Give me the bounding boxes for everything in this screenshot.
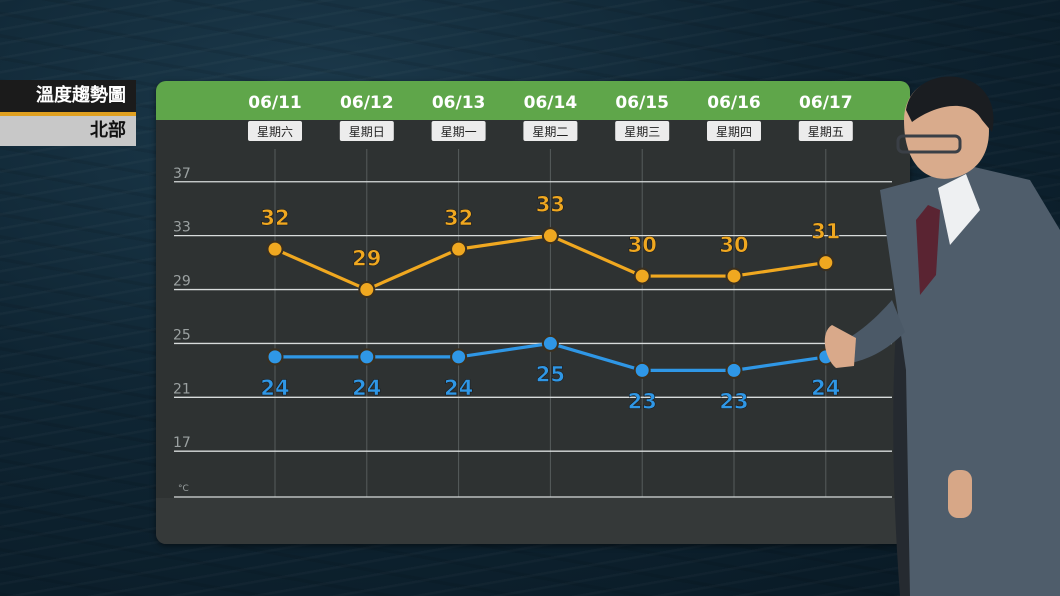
high-temp-value: 29	[352, 247, 381, 271]
date-header-bar	[156, 81, 910, 120]
date-label: 06/14	[524, 93, 578, 113]
weekday-label: 星期六	[257, 125, 293, 139]
y-tick-label: 29	[173, 274, 191, 290]
high-temp-point	[725, 267, 743, 285]
low-temp-point	[633, 361, 651, 379]
date-label: 06/17	[799, 93, 853, 113]
low-temp-value: 24	[444, 376, 473, 400]
date-label: 06/13	[432, 93, 486, 113]
unit-label: °C	[178, 484, 189, 494]
high-temp-value: 30	[719, 233, 748, 257]
weekday-badge	[798, 121, 853, 141]
low-temp-value: 24	[811, 376, 840, 400]
date-label: 06/11	[248, 93, 302, 113]
weekday-label: 星期五	[808, 125, 844, 139]
low-temp-point	[725, 361, 743, 379]
weekday-badge	[431, 121, 486, 141]
low-temp-point	[266, 348, 284, 366]
high-temp-value: 30	[628, 233, 657, 257]
high-temp-point	[633, 267, 651, 285]
y-tick-label: 33	[173, 220, 191, 236]
date-label: 06/15	[615, 93, 669, 113]
low-temp-value: 24	[260, 376, 289, 400]
low-temp-value: 23	[628, 389, 657, 413]
weekday-label: 星期四	[716, 125, 752, 139]
high-temp-point	[450, 240, 468, 258]
weekday-badge	[615, 121, 670, 141]
title-accent-bar	[0, 112, 136, 116]
weekday-badge	[248, 121, 302, 141]
high-temp-point	[358, 281, 376, 299]
date-label: 06/12	[340, 93, 394, 113]
low-temp-value: 25	[536, 362, 565, 386]
series-layer: 32 29 32 33 30 30 31 24 24 24 25 23 23 24	[260, 192, 841, 413]
y-tick-label: 37	[173, 166, 191, 182]
high-temp-point	[266, 240, 284, 258]
low-temp-value: 23	[719, 389, 748, 413]
chart-title-label: 溫度趨勢圖	[0, 80, 136, 112]
low-temp-value: 24	[352, 376, 381, 400]
weekday-label: 星期三	[624, 125, 660, 139]
y-tick-label: 17	[173, 435, 191, 451]
chart-footer-band	[156, 498, 910, 544]
weekday-label: 星期一	[441, 125, 477, 139]
header-layer: 06/11 星期六 06/12 星期日 06/13 星期一 06/14 星期二 06/15 星期三…	[248, 93, 853, 141]
weekday-badge	[707, 121, 761, 141]
high-temp-value: 31	[811, 220, 840, 244]
weekday-label: 星期日	[349, 125, 385, 139]
high-temp-value: 32	[260, 206, 289, 230]
date-label: 06/16	[707, 93, 761, 113]
region-label: 北部	[0, 116, 136, 146]
high-temp-value: 33	[536, 193, 565, 217]
presenter-figure	[824, 76, 1060, 596]
low-temp-point	[450, 348, 468, 366]
low-temp-point	[541, 334, 559, 352]
y-tick-label: 25	[173, 327, 191, 343]
weekday-label: 星期二	[532, 125, 568, 139]
grid-layer: 37 33 29 25 21 17	[173, 149, 892, 498]
weekday-badge	[523, 121, 578, 141]
y-tick-label: 21	[173, 381, 191, 397]
high-temp-value: 32	[444, 206, 473, 230]
chart-panel: 37 33 29 25 21 17 06/11 星期六 06/12 星期日 06/13 星期一 06/…	[156, 81, 910, 544]
high-temp-point	[541, 227, 559, 245]
high-temp-point	[817, 254, 835, 272]
low-temp-point	[358, 348, 376, 366]
weekday-badge	[339, 121, 394, 141]
